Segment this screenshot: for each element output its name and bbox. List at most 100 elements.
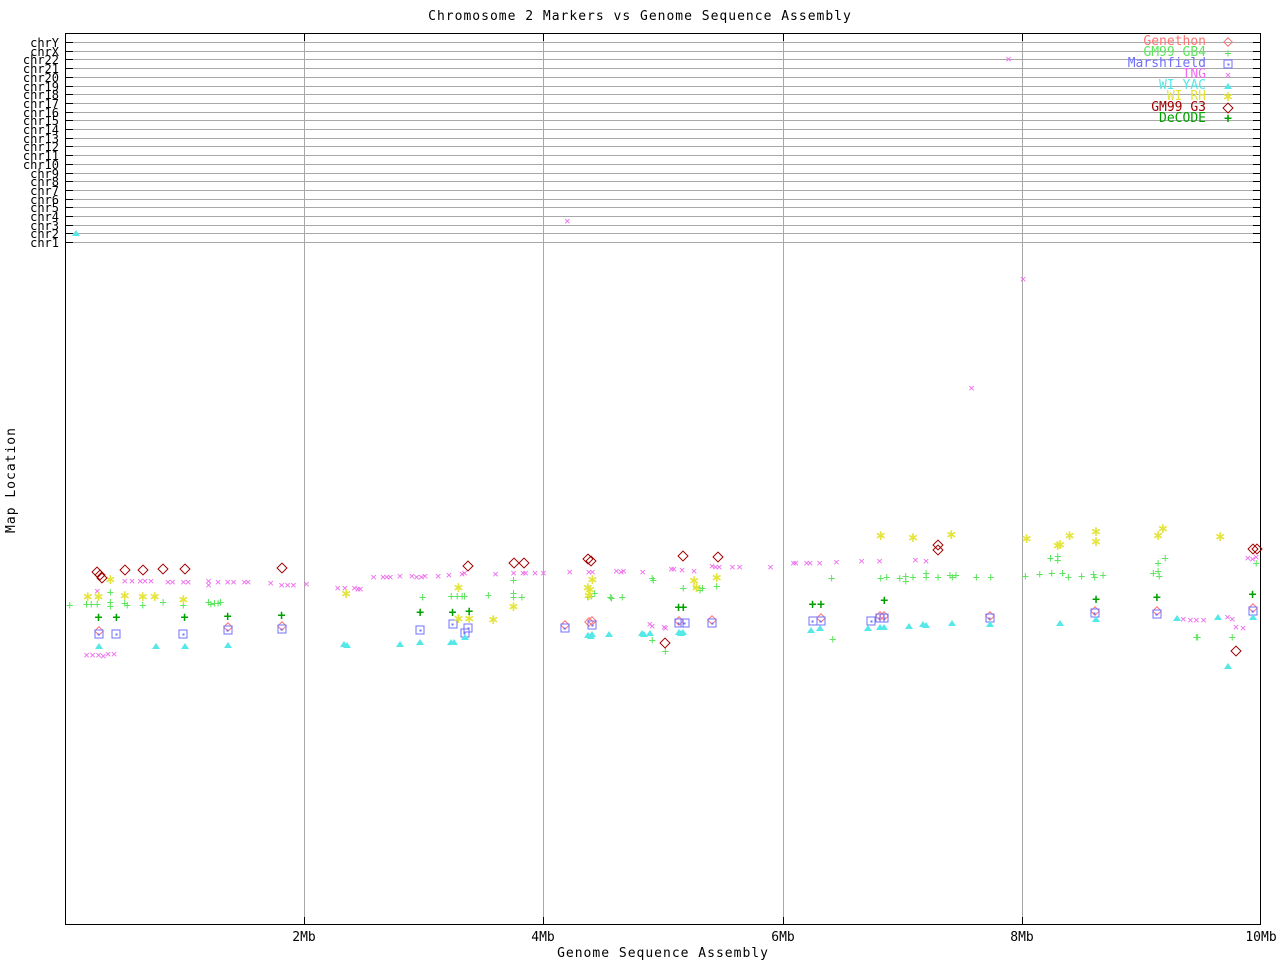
point-gm99-gb4: + xyxy=(106,595,115,609)
gridline-chr8 xyxy=(65,181,1261,182)
y-tick-label-chr3: chr3 xyxy=(30,219,59,233)
point-wi-yac xyxy=(905,623,914,629)
point-tng: × xyxy=(876,554,883,568)
gridline-chrx xyxy=(65,51,1261,52)
point-gm99-gb4: + xyxy=(66,598,74,612)
point-gm99-gb4: + xyxy=(1036,567,1044,581)
point-tng: × xyxy=(729,560,736,574)
point-gm99-gb4: + xyxy=(661,644,670,658)
point-marshfield xyxy=(680,618,689,628)
left-tick-chr18 xyxy=(66,94,73,95)
point-gm99-gb4: + xyxy=(204,595,213,609)
point-gm99-gb4: + xyxy=(607,591,616,605)
point-tng: × xyxy=(1228,612,1236,626)
point-gm99-gb4: + xyxy=(1089,567,1098,581)
point-tng: × xyxy=(351,581,358,595)
gridline-chr21 xyxy=(65,68,1261,69)
point-gm99-gb4: + xyxy=(453,589,461,603)
point-tng: × xyxy=(1019,272,1027,286)
gridline-chr10 xyxy=(65,164,1261,165)
point-tng: × xyxy=(214,575,222,589)
y-tick-label-chr6: chr6 xyxy=(30,193,59,207)
gridline-chr12 xyxy=(65,146,1261,147)
y-tick-label-chr8: chr8 xyxy=(30,175,59,189)
y-tick-label-chr1: chr1 xyxy=(30,236,59,250)
point-marshfield xyxy=(178,629,188,639)
point-gm99-gb4: + xyxy=(972,570,981,584)
point-tng: × xyxy=(461,566,468,580)
point-tng: × xyxy=(224,575,231,589)
point-tng: × xyxy=(136,574,144,588)
point-wi-rh: ∗ xyxy=(463,611,476,627)
point-tng: × xyxy=(648,619,656,633)
point-gm99-gb4: + xyxy=(458,589,466,603)
y-tick-label-chr9: chr9 xyxy=(30,167,59,181)
point-wi-yac xyxy=(1223,663,1232,669)
point-gm99-gb4: + xyxy=(1099,568,1107,582)
point-tng: × xyxy=(646,617,654,631)
point-gm99-gb4: + xyxy=(952,568,960,582)
point-gm99-gb4: + xyxy=(692,580,701,594)
legend-label-gm99-gb4: GM99 GB4 xyxy=(1143,45,1206,60)
point-wi-yac xyxy=(588,631,597,637)
point-decode: + xyxy=(180,610,189,626)
point-gm99-gb4: + xyxy=(139,598,147,612)
right-tick-chr10 xyxy=(1253,164,1260,165)
gridline-chr6 xyxy=(65,199,1261,200)
point-tng: × xyxy=(540,566,547,580)
point-wi-yac xyxy=(94,643,103,649)
legend-label-genethon: Genethon xyxy=(1143,34,1206,49)
point-tng: × xyxy=(121,574,129,588)
point-tng: × xyxy=(1187,613,1194,627)
point-wi-yac xyxy=(395,641,404,647)
gridline-chr2 xyxy=(65,233,1261,234)
point-marshfield xyxy=(560,623,570,633)
point-gm99-gb4: + xyxy=(87,597,95,611)
point-decode: + xyxy=(112,610,121,626)
legend-marker-tng: × xyxy=(1224,68,1232,82)
right-tick-chr20 xyxy=(1253,77,1260,78)
point-gm99-gb4: + xyxy=(1193,630,1202,644)
right-tick-chr9 xyxy=(1253,173,1260,174)
right-tick-chr1 xyxy=(1253,242,1260,243)
gridline-chr3 xyxy=(65,225,1261,226)
point-tng: × xyxy=(1252,550,1260,564)
point-wi-rh: ∗ xyxy=(710,570,723,586)
point-tng: × xyxy=(708,559,716,573)
bottom-tick-8mb xyxy=(1022,917,1023,924)
point-tng: × xyxy=(660,620,668,634)
gridline-chr9 xyxy=(65,173,1261,174)
right-tick-chr4 xyxy=(1253,216,1260,217)
point-tng: × xyxy=(816,556,823,570)
point-gm99-gb4: + xyxy=(877,571,885,585)
point-wi-rh: ∗ xyxy=(1157,521,1169,537)
point-gm99-gb4: + xyxy=(214,596,222,610)
left-tick-chr15 xyxy=(66,120,73,121)
point-gm99-gb4: + xyxy=(1054,549,1062,563)
y-tick-label-chr22: chr22 xyxy=(22,53,59,67)
point-tng: × xyxy=(1232,620,1240,634)
point-gm99-gb4: + xyxy=(518,590,526,604)
point-gm99-gb4: + xyxy=(1154,556,1162,570)
point-marshfield xyxy=(674,618,683,628)
point-tng: × xyxy=(458,567,466,581)
point-gm99-gb4: + xyxy=(123,598,131,612)
point-gm99-gb4: + xyxy=(713,579,721,593)
top-tick-4mb xyxy=(543,34,544,41)
point-tng: × xyxy=(1193,613,1200,627)
left-tick-chr14 xyxy=(66,129,73,130)
point-tng: × xyxy=(968,381,975,395)
point-gm99-gb4: + xyxy=(1252,556,1260,570)
legend-label-tng: TNG xyxy=(1182,67,1206,82)
y-tick-label-chr16: chr16 xyxy=(22,106,59,120)
point-decode: + xyxy=(416,605,425,621)
point-gm99-gb4: + xyxy=(902,569,910,583)
point-tng: × xyxy=(678,563,686,577)
point-gm99-gb4: + xyxy=(987,570,995,584)
y-tick-label-chr4: chr4 xyxy=(30,210,59,224)
point-gm99-gb4: + xyxy=(696,583,704,597)
legend-marker-marshfield xyxy=(1223,59,1233,69)
point-tng: × xyxy=(492,567,499,581)
right-tick-chr11 xyxy=(1253,155,1260,156)
point-wi-yac xyxy=(985,621,994,627)
